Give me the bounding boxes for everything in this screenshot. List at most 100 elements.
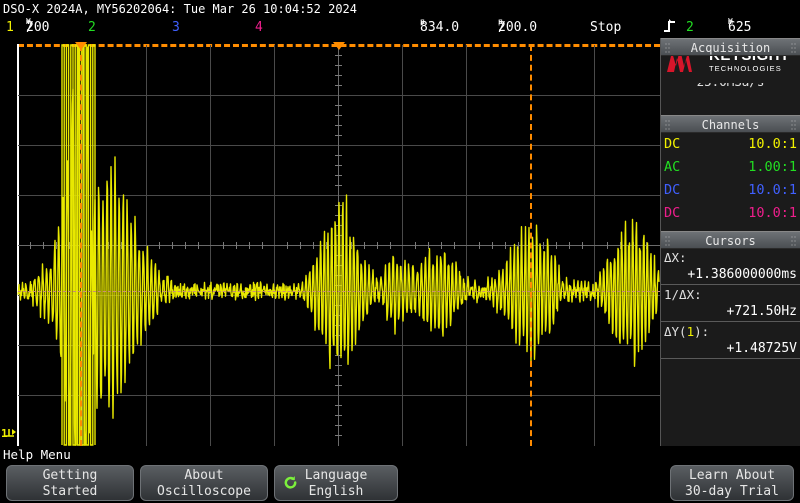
cursor-y1[interactable]: [18, 291, 660, 292]
cursor-x1[interactable]: [80, 45, 82, 446]
trigger-position-marker[interactable]: [333, 42, 345, 50]
channel-1-waveform-trace: [17, 44, 660, 446]
axis-tick: [543, 242, 544, 249]
axis-tick: [198, 242, 199, 249]
getting-started-line1: Getting: [42, 468, 98, 483]
axis-tick: [262, 242, 263, 249]
channel-2-indicator[interactable]: 2: [88, 20, 96, 35]
learn-about-trial-button[interactable]: Learn About 30-day Trial: [670, 465, 794, 501]
axis-tick: [335, 435, 342, 436]
trial-line2: 30-day Trial: [685, 484, 779, 499]
channel-coupling: DC: [664, 182, 681, 198]
grid-line-h: [18, 95, 660, 96]
channel-row[interactable]: DC 10.0:1: [661, 202, 800, 225]
axis-tick: [351, 242, 352, 249]
axis-tick: [335, 115, 342, 116]
axis-tick: [364, 242, 365, 249]
channel-3-indicator[interactable]: 3: [172, 20, 180, 35]
acquisition-header[interactable]: Acquisition: [661, 38, 800, 56]
axis-tick: [326, 242, 327, 249]
cursor-inv-dx-value: +721.50Hz: [726, 304, 797, 319]
divider: [661, 358, 800, 359]
getting-started-line2: Started: [42, 484, 98, 499]
axis-tick: [159, 242, 160, 249]
grid-line-h: [18, 395, 660, 396]
side-panel: KEYSIGHT TECHNOLOGIES Acquisition Normal…: [660, 38, 800, 446]
language-button[interactable]: Language English: [274, 465, 398, 501]
about-oscilloscope-button[interactable]: About Oscilloscope: [140, 465, 268, 501]
grip-handle-left-icon: [665, 236, 670, 246]
cursor-x1-marker[interactable]: [75, 42, 87, 50]
axis-tick: [335, 135, 342, 136]
time-position-value: 834.0: [420, 20, 460, 35]
axis-tick: [454, 242, 455, 249]
axis-tick: [390, 242, 391, 249]
channel-row[interactable]: AC 1.00:1: [661, 156, 800, 179]
axis-tick: [335, 405, 342, 406]
time-per-div-value: 200.0: [498, 20, 538, 35]
channel-probe-ratio: 1.00:1: [748, 159, 797, 175]
axis-tick: [249, 242, 250, 249]
axis-tick: [492, 242, 493, 249]
cursor-dy-label-pre: ΔY(: [664, 324, 687, 339]
keysight-wave-logo-icon: [667, 48, 692, 72]
axis-tick: [335, 425, 342, 426]
axis-tick: [556, 242, 557, 249]
channel-probe-ratio: 10.0:1: [748, 136, 797, 152]
trial-line1: Learn About: [688, 468, 776, 483]
axis-tick: [335, 185, 342, 186]
axis-tick: [335, 55, 342, 56]
axis-tick: [415, 242, 416, 249]
channel-1-ground-marker[interactable]: 1: [1, 426, 17, 445]
refresh-circle-icon: [283, 475, 298, 493]
axis-tick: [479, 242, 480, 249]
brand-subtitle: TECHNOLOGIES: [709, 63, 782, 73]
waveform-display[interactable]: 1: [0, 38, 660, 446]
cursors-header[interactable]: Cursors: [661, 231, 800, 249]
axis-tick: [505, 242, 506, 249]
softkey-bar: Getting Started About Oscilloscope Langu…: [0, 463, 800, 503]
axis-tick: [441, 242, 442, 249]
grip-handle-right-icon: [791, 120, 796, 130]
cursor-x2[interactable]: [530, 45, 532, 446]
trigger-level-value: 625: [728, 20, 752, 35]
about-oscilloscope-line1: About: [184, 468, 224, 483]
axis-tick: [335, 365, 342, 366]
axis-tick: [582, 242, 583, 249]
status-bar: 1 200 m V/ 2 3 4 834.0 µ s 200.0 µ s / Stop 2 6…: [0, 18, 800, 38]
axis-tick: [335, 75, 342, 76]
axis-tick: [185, 242, 186, 249]
channels-header[interactable]: Channels: [661, 115, 800, 133]
acquisition-header-label: Acquisition: [690, 41, 771, 55]
grip-handle-left-icon: [665, 43, 670, 53]
axis-tick: [607, 242, 608, 249]
grid-line-h: [18, 345, 660, 346]
axis-tick: [287, 242, 288, 249]
about-oscilloscope-line2: Oscilloscope: [157, 484, 251, 499]
axis-tick: [335, 415, 342, 416]
axis-tick: [620, 242, 621, 249]
run-state[interactable]: Stop: [590, 20, 622, 35]
axis-tick: [335, 125, 342, 126]
axis-tick: [30, 242, 31, 249]
cursor-dx-label: ΔX:: [664, 250, 687, 265]
channel-coupling: DC: [664, 205, 681, 221]
axis-tick: [335, 355, 342, 356]
axis-tick: [56, 242, 57, 249]
getting-started-button[interactable]: Getting Started: [6, 465, 134, 501]
axis-tick: [428, 242, 429, 249]
channel-row[interactable]: DC 10.0:1: [661, 179, 800, 202]
svg-text:1: 1: [1, 427, 8, 440]
channel-4-indicator[interactable]: 4: [255, 20, 263, 35]
menu-title: Help Menu: [0, 446, 800, 463]
channel-1-indicator[interactable]: 1: [6, 20, 14, 35]
trigger-source[interactable]: 2: [686, 20, 694, 35]
channel-row[interactable]: DC 10.0:1: [661, 133, 800, 156]
channel-probe-ratio: 10.0:1: [748, 205, 797, 221]
channel-probe-ratio: 10.0:1: [748, 182, 797, 198]
axis-tick: [335, 85, 342, 86]
grip-handle-left-icon: [665, 120, 670, 130]
axis-tick: [518, 242, 519, 249]
rising-edge-icon[interactable]: [662, 18, 678, 41]
grip-handle-right-icon: [791, 236, 796, 246]
